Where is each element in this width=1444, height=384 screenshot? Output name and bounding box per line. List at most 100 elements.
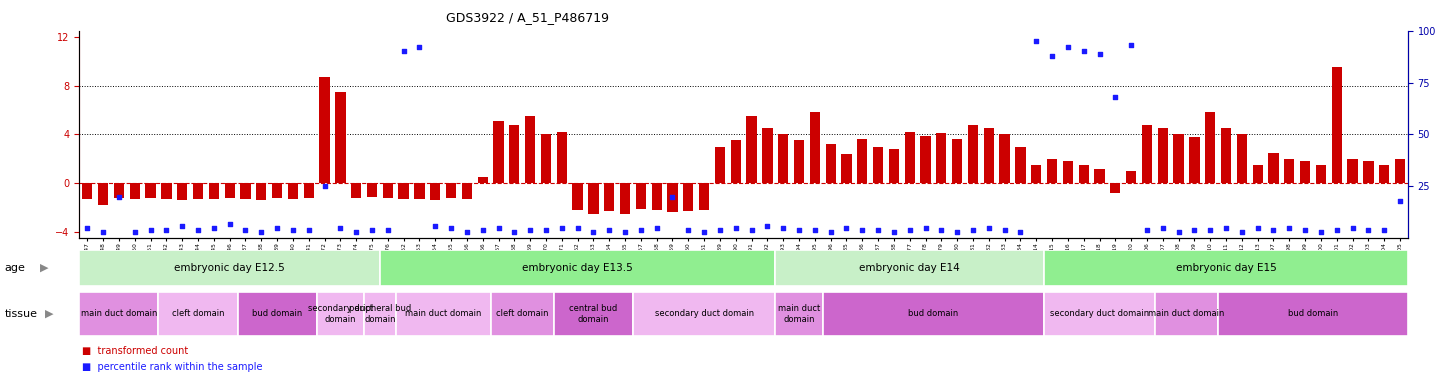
Point (1057, 44, 1080, 50)
Point (962, 227, 985, 233)
Point (75, 225, 98, 231)
Bar (1063, 161, 1073, 183)
Bar (1236, 134, 1248, 183)
Point (614, 229, 637, 235)
Bar (775, 292, 823, 336)
Bar (383, 183, 393, 198)
Bar (888, 149, 900, 183)
Bar (396, 292, 491, 336)
Bar (1158, 128, 1168, 183)
Point (439, 225, 462, 231)
Bar (983, 128, 993, 183)
Bar (114, 183, 124, 198)
Point (661, 194, 684, 200)
Point (771, 225, 794, 231)
Point (202, 225, 225, 231)
Bar (874, 147, 884, 183)
Text: embryonic day E14: embryonic day E14 (859, 263, 960, 273)
Bar (731, 141, 741, 183)
Text: ▶: ▶ (45, 309, 53, 319)
Point (645, 225, 669, 231)
Point (835, 225, 858, 231)
Bar (810, 113, 820, 183)
Bar (554, 292, 632, 336)
Bar (178, 183, 188, 200)
Bar (271, 183, 282, 198)
Bar (159, 292, 238, 336)
Bar (224, 183, 235, 198)
Bar (1219, 292, 1408, 336)
Point (739, 227, 762, 233)
Bar (1347, 159, 1357, 183)
Bar (1395, 159, 1405, 183)
Point (882, 229, 905, 235)
Bar (936, 133, 946, 183)
Bar (494, 121, 504, 183)
Bar (1363, 161, 1373, 183)
Bar (510, 125, 520, 183)
Point (1214, 225, 1238, 231)
Point (819, 229, 842, 235)
Bar (588, 183, 599, 214)
Point (282, 227, 305, 233)
Bar (747, 116, 757, 183)
Point (1294, 227, 1317, 233)
Bar (491, 292, 554, 336)
Point (1310, 229, 1333, 235)
Point (914, 225, 937, 231)
Point (1167, 229, 1190, 235)
Point (1119, 42, 1142, 48)
Point (1135, 227, 1158, 233)
Point (978, 225, 1001, 231)
Point (297, 227, 321, 233)
Bar (399, 183, 409, 199)
Bar (1044, 292, 1155, 336)
Bar (162, 183, 172, 199)
Point (1009, 229, 1032, 235)
Bar (1268, 153, 1278, 183)
Point (155, 227, 178, 233)
Point (234, 227, 257, 233)
Bar (367, 183, 377, 197)
Text: cleft domain: cleft domain (172, 310, 224, 318)
Bar (1079, 165, 1089, 183)
Point (455, 229, 478, 235)
Text: ■  percentile rank within the sample: ■ percentile rank within the sample (82, 362, 263, 372)
Text: peripheral bud
domain: peripheral bud domain (349, 304, 412, 324)
Point (503, 229, 526, 235)
Text: age: age (4, 263, 25, 273)
Bar (1315, 165, 1326, 183)
Point (1389, 198, 1412, 204)
Bar (130, 183, 140, 199)
Point (1246, 225, 1269, 231)
Bar (794, 141, 804, 183)
Point (1373, 227, 1396, 233)
Bar (556, 132, 567, 183)
Point (407, 44, 430, 50)
Text: main duct domain: main duct domain (404, 310, 481, 318)
Bar (762, 128, 773, 183)
Point (218, 220, 241, 227)
Text: cleft domain: cleft domain (495, 310, 549, 318)
Point (1041, 53, 1064, 59)
Point (170, 223, 193, 229)
Text: ▶: ▶ (40, 263, 49, 273)
Bar (967, 125, 978, 183)
Text: main duct domain: main duct domain (1148, 310, 1225, 318)
Text: secondary duct domain: secondary duct domain (1050, 310, 1149, 318)
Bar (715, 147, 725, 183)
Point (709, 227, 732, 233)
Bar (904, 132, 915, 183)
Text: main duct
domain: main duct domain (778, 304, 820, 324)
Point (1199, 227, 1222, 233)
Bar (999, 134, 1009, 183)
Bar (1284, 159, 1294, 183)
Text: bud domain: bud domain (1288, 310, 1339, 318)
Bar (635, 183, 645, 209)
Bar (1155, 292, 1219, 336)
Text: bud domain: bud domain (908, 310, 959, 318)
Text: bud domain: bud domain (253, 310, 302, 318)
Bar (542, 134, 552, 183)
Point (345, 229, 368, 235)
Text: ■  transformed count: ■ transformed count (82, 346, 189, 356)
